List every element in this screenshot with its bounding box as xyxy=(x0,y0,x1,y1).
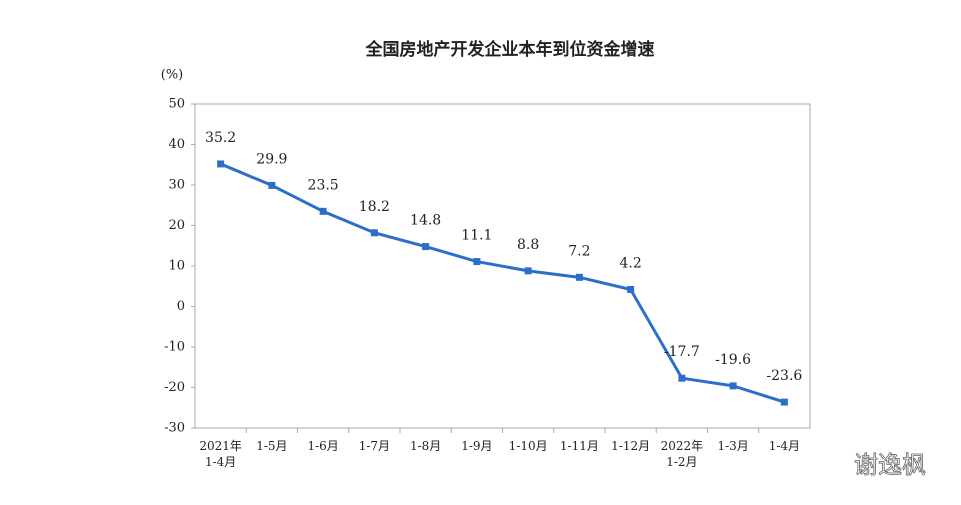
x-tick-label: 1-5月 xyxy=(256,439,288,453)
y-tick-label: 50 xyxy=(168,97,185,112)
x-tick-label: 1-6月 xyxy=(307,439,339,453)
data-point xyxy=(780,398,788,406)
data-label: 14.8 xyxy=(410,213,441,229)
data-label: -19.6 xyxy=(715,352,751,368)
y-tick-label: -10 xyxy=(164,340,185,355)
data-label: 8.8 xyxy=(517,237,539,253)
y-tick-label: 20 xyxy=(168,218,185,233)
y-tick-label: 10 xyxy=(168,259,185,274)
x-tick-label: 1-11月 xyxy=(559,439,599,453)
data-label: 4.2 xyxy=(619,255,641,271)
x-tick-label: 1-10月 xyxy=(508,439,548,453)
data-label: 7.2 xyxy=(568,243,590,259)
data-point xyxy=(422,243,430,251)
data-point xyxy=(319,207,327,215)
y-tick-label: 30 xyxy=(168,178,185,193)
data-point xyxy=(217,160,225,168)
y-tick-label: 0 xyxy=(177,299,185,314)
x-tick-label: 2021年 1-4月 xyxy=(199,439,242,469)
data-point xyxy=(678,374,686,382)
x-tick-label: 1-7月 xyxy=(358,439,391,453)
x-tick-label: 1-3月 xyxy=(717,439,749,453)
data-label: 18.2 xyxy=(359,199,390,215)
data-point xyxy=(370,229,378,237)
data-point xyxy=(627,285,635,293)
y-tick-label: -20 xyxy=(164,380,185,395)
data-label: -23.6 xyxy=(766,368,802,384)
y-tick-label: 40 xyxy=(168,137,185,152)
watermark: 谢逸枫 xyxy=(854,451,926,479)
data-label: 29.9 xyxy=(256,151,287,167)
data-label: 11.1 xyxy=(461,228,492,244)
y-unit: (%) xyxy=(161,68,184,83)
x-tick-label: 1-8月 xyxy=(409,439,442,453)
data-point xyxy=(524,267,532,275)
x-tick-label: 1-9月 xyxy=(461,439,493,453)
data-point xyxy=(473,258,481,266)
x-tick-label: 1-12月 xyxy=(611,439,651,453)
chart-title: 全国房地产开发企业本年到位资金增速 xyxy=(365,39,655,60)
data-line xyxy=(220,162,785,404)
x-tick-label: 1-4月 xyxy=(768,439,801,453)
data-label: 23.5 xyxy=(308,177,339,193)
data-point xyxy=(268,181,276,189)
data-point xyxy=(575,273,583,281)
data-label: 35.2 xyxy=(205,130,236,146)
data-label: -17.7 xyxy=(664,344,700,360)
data-point xyxy=(729,382,737,390)
x-tick-label: 2022年 1-2月 xyxy=(660,439,704,469)
y-tick-label: -30 xyxy=(164,421,185,436)
